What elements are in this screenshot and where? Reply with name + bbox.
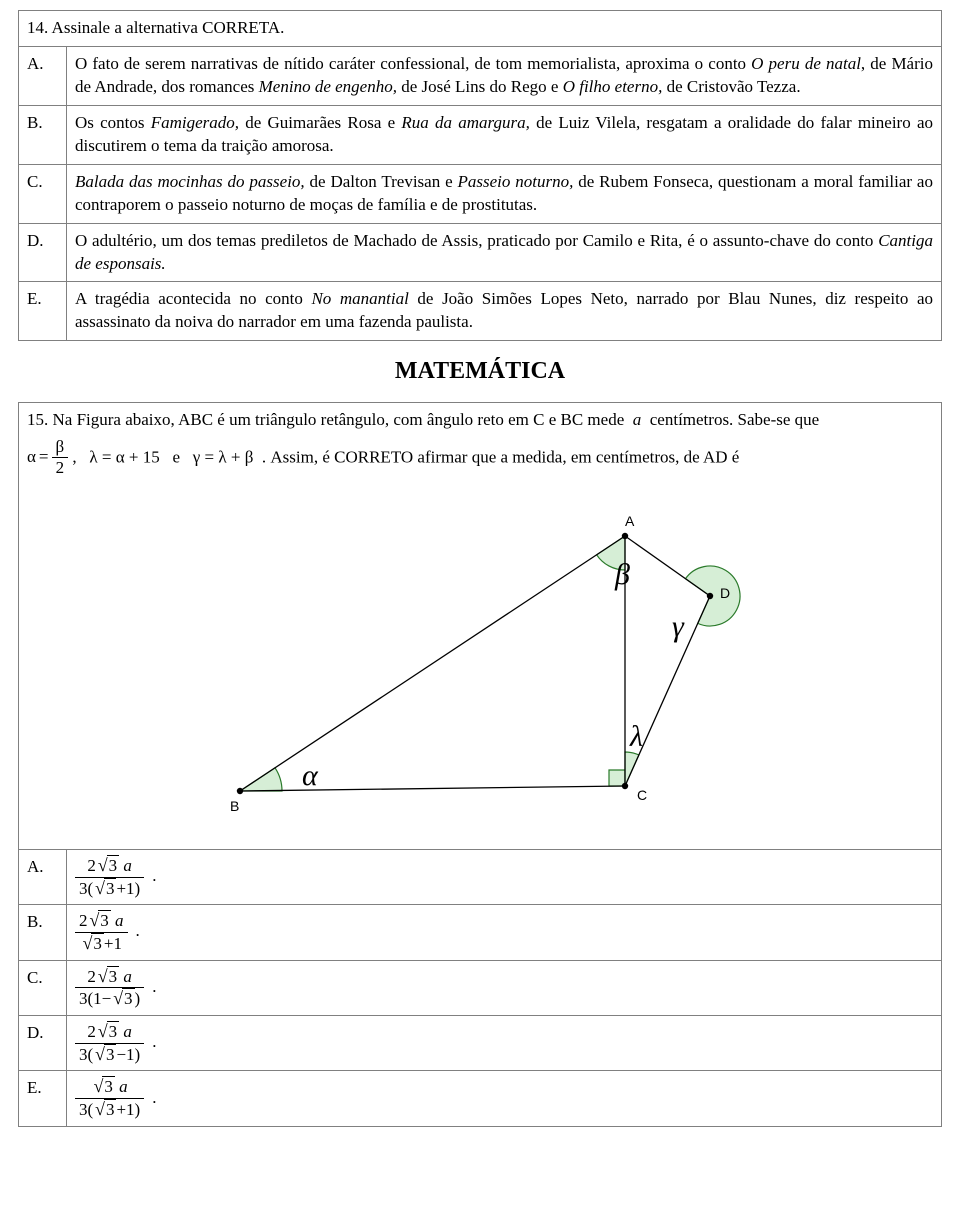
q14-optC-text: Balada das mocinhas do passeio, de Dalto… bbox=[67, 164, 942, 223]
q15-optB-den: √3+1 bbox=[75, 933, 128, 954]
sep1: , bbox=[72, 447, 76, 466]
q15-optC-answer: 2√3 a 3(1−√3) . bbox=[67, 960, 942, 1015]
period-icon: . bbox=[152, 1032, 156, 1051]
eq2: λ = α + 15 bbox=[89, 447, 159, 466]
q15-prompt-cell: 15. Na Figura abaixo, ABC é um triângulo… bbox=[19, 402, 942, 849]
q15-optC-den: 3(1−√3) bbox=[75, 988, 144, 1009]
q15-optA-answer: 2√3 a 3(√3+1) . bbox=[67, 849, 942, 904]
q15-optC-num: 2√3 a bbox=[75, 967, 144, 989]
q15-prompt: 15. Na Figura abaixo, ABC é um triângulo… bbox=[27, 409, 933, 432]
svg-text:β: β bbox=[614, 558, 630, 591]
q15-optA-num: 2√3 a bbox=[75, 856, 144, 878]
section-title: MATEMÁTICA bbox=[18, 355, 942, 387]
q14-optC-letter: C. bbox=[19, 164, 67, 223]
eq3: γ = λ + β bbox=[193, 447, 254, 466]
q14-optE-letter: E. bbox=[19, 282, 67, 341]
q15-optE-den: 3(√3+1) bbox=[75, 1099, 144, 1120]
period-icon: . bbox=[152, 1088, 156, 1107]
q15-optB-letter: B. bbox=[19, 905, 67, 960]
svg-text:A: A bbox=[625, 513, 635, 529]
q14-prompt: 14. Assinale a alternativa CORRETA. bbox=[19, 11, 942, 47]
svg-text:λ: λ bbox=[629, 720, 643, 753]
triangle-figure: A B C Dα β γ λ bbox=[180, 496, 780, 826]
conj-e: e bbox=[173, 447, 181, 466]
eq1-lhs: α bbox=[27, 446, 36, 469]
q15-optE-num: √3 a bbox=[75, 1077, 144, 1099]
q15-optC-letter: C. bbox=[19, 960, 67, 1015]
q15-optD-answer: 2√3 a 3(√3−1) . bbox=[67, 1016, 942, 1071]
q15-optB-answer: 2√3 a √3+1 . bbox=[67, 905, 942, 960]
svg-text:C: C bbox=[637, 787, 647, 803]
q15-optE-letter: E. bbox=[19, 1071, 67, 1126]
q15-tail: . Assim, é CORRETO afirmar que a medida,… bbox=[262, 447, 739, 466]
q15-optD-letter: D. bbox=[19, 1016, 67, 1071]
q15-eqline: α = β 2 , λ = α + 15 e γ = λ + β . Assim… bbox=[27, 438, 933, 478]
q15-optA-letter: A. bbox=[19, 849, 67, 904]
svg-text:α: α bbox=[302, 759, 319, 792]
q15-optE-answer: √3 a 3(√3+1) . bbox=[67, 1071, 942, 1126]
eq1-den: 2 bbox=[52, 458, 69, 478]
q14-optB-text: Os contos Famigerado, de Guimarães Rosa … bbox=[67, 105, 942, 164]
equals-icon: = bbox=[39, 446, 49, 469]
period-icon: . bbox=[152, 866, 156, 885]
question-14-table: 14. Assinale a alternativa CORRETA. A. O… bbox=[18, 10, 942, 341]
eq1-frac: β 2 bbox=[52, 438, 69, 478]
period-icon: . bbox=[152, 977, 156, 996]
q15-var-a: a bbox=[633, 410, 642, 429]
q14-optD-text: O adultério, um dos temas prediletos de … bbox=[67, 223, 942, 282]
eq1-num: β bbox=[52, 438, 69, 459]
svg-text:B: B bbox=[230, 798, 239, 814]
svg-text:γ: γ bbox=[672, 610, 685, 643]
q15-line1-tail: centímetros. Sabe-se que bbox=[650, 410, 819, 429]
q15-optD-num: 2√3 a bbox=[75, 1022, 144, 1044]
q15-figure: A B C Dα β γ λ bbox=[27, 496, 933, 833]
q14-optB-letter: B. bbox=[19, 105, 67, 164]
period-icon: . bbox=[136, 921, 140, 940]
q15-line1: 15. Na Figura abaixo, ABC é um triângulo… bbox=[27, 410, 624, 429]
q15-optA-den: 3(√3+1) bbox=[75, 878, 144, 899]
svg-text:D: D bbox=[720, 585, 730, 601]
q15-optD-den: 3(√3−1) bbox=[75, 1044, 144, 1065]
q14-optE-text: A tragédia acontecida no conto No manant… bbox=[67, 282, 942, 341]
q15-optB-num: 2√3 a bbox=[75, 911, 128, 933]
q14-optA-letter: A. bbox=[19, 46, 67, 105]
question-15-table: 15. Na Figura abaixo, ABC é um triângulo… bbox=[18, 402, 942, 1127]
q14-optD-letter: D. bbox=[19, 223, 67, 282]
q14-optA-text: O fato de serem narrativas de nítido car… bbox=[67, 46, 942, 105]
